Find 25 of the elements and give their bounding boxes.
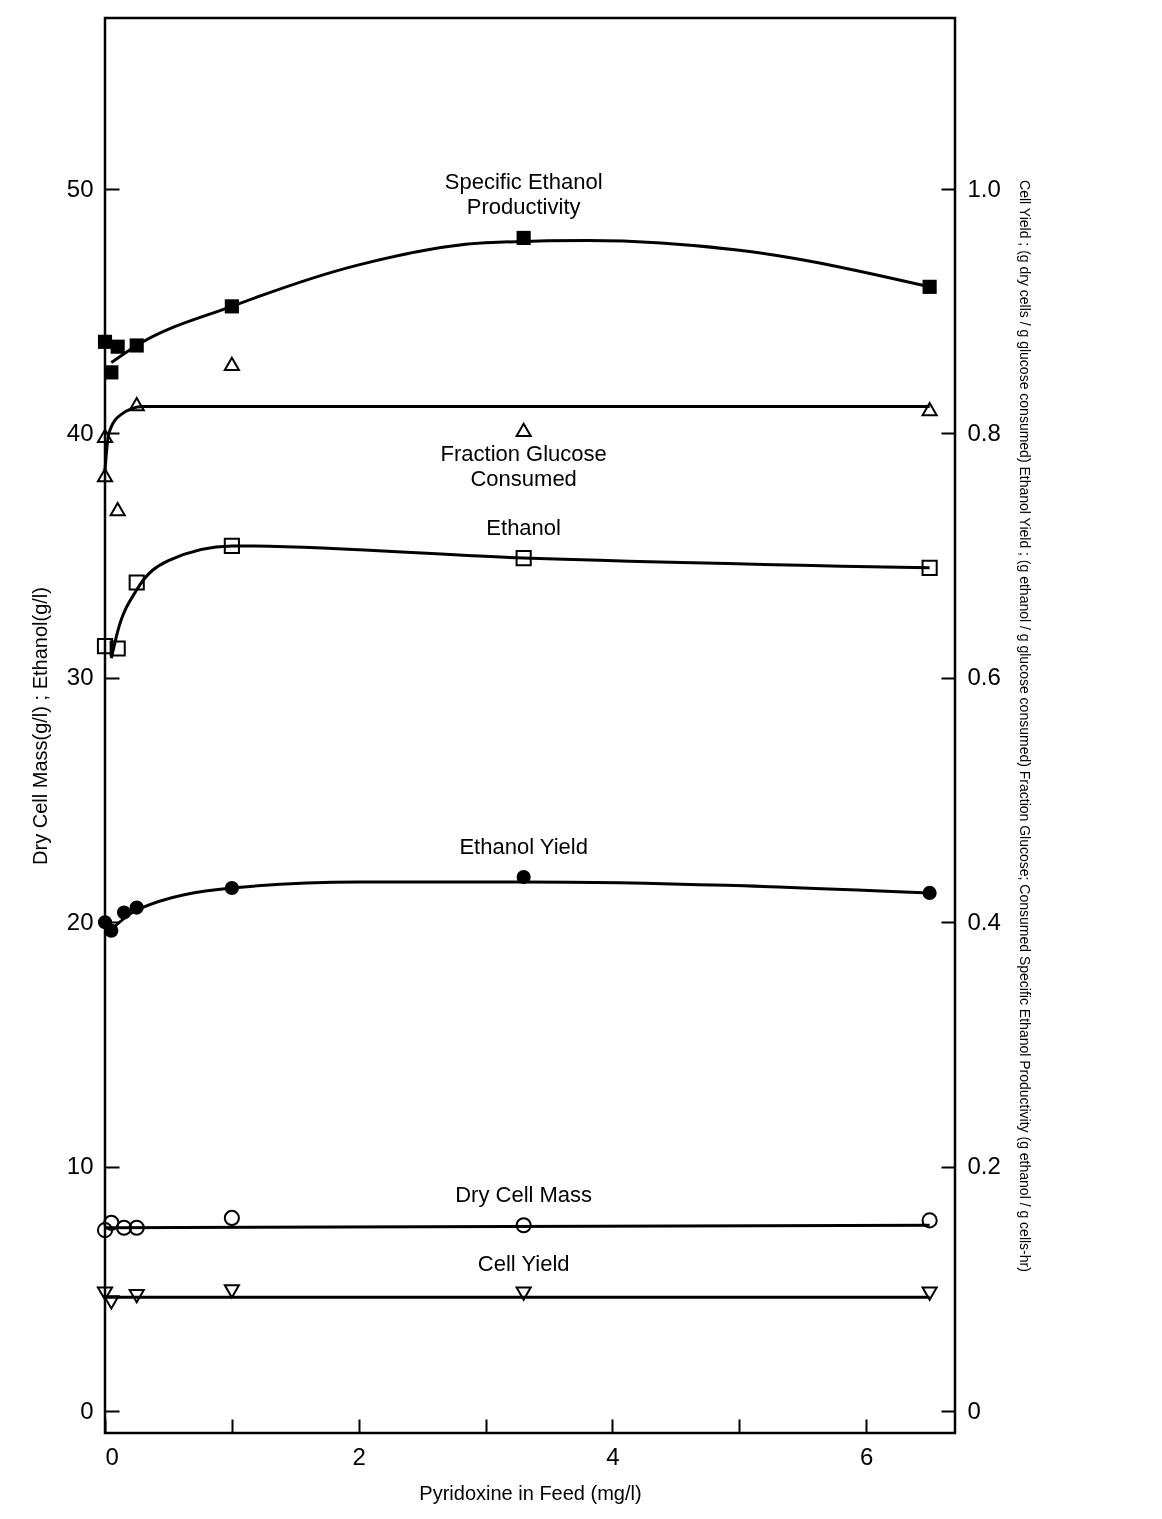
y2-tick-label: 0.2 — [967, 1152, 1001, 1180]
y-tick-label: 50 — [66, 174, 94, 202]
y2-tick-label: 0.6 — [967, 663, 1001, 691]
series-label: Dry Cell Mass — [455, 1182, 593, 1208]
series-label: Specific Ethanol Productivity — [444, 168, 603, 219]
series-label: Ethanol Yield — [459, 834, 588, 860]
x-tick-label: 4 — [606, 1442, 620, 1470]
y2-axis-title: Cell Yield ; (g dry cells / g glucose consumed) Ethanol Yield ; (g ethanol / g glucose consumed) Fraction Glucose; Consumed Specific Ethanol Productivity (g ethanol / g cells-hr) — [1016, 180, 1033, 1272]
x-tick-label: 0 — [105, 1442, 119, 1470]
y-tick-label: 20 — [66, 907, 94, 935]
y-tick-label: 30 — [66, 663, 94, 691]
x-tick-label: 6 — [860, 1442, 874, 1470]
series-label: Fraction Glucose Consumed — [440, 440, 607, 491]
y-tick-label: 0 — [80, 1396, 94, 1424]
series-label: Cell Yield — [477, 1250, 570, 1276]
y-axis-title: Dry Cell Mass(g/l) ; Ethanol(g/l) — [28, 587, 51, 865]
y2-tick-label: 1.0 — [967, 174, 1001, 202]
x-tick-label: 2 — [352, 1442, 366, 1470]
y2-tick-label: 0 — [967, 1396, 981, 1424]
x-axis-title: Pyridoxine in Feed (mg/l) — [419, 1481, 642, 1504]
y-tick-label: 40 — [66, 418, 94, 446]
y-tick-label: 10 — [66, 1152, 94, 1180]
series-label: Ethanol — [486, 515, 561, 541]
y2-tick-label: 0.8 — [967, 418, 1001, 446]
y2-tick-label: 0.4 — [967, 907, 1001, 935]
